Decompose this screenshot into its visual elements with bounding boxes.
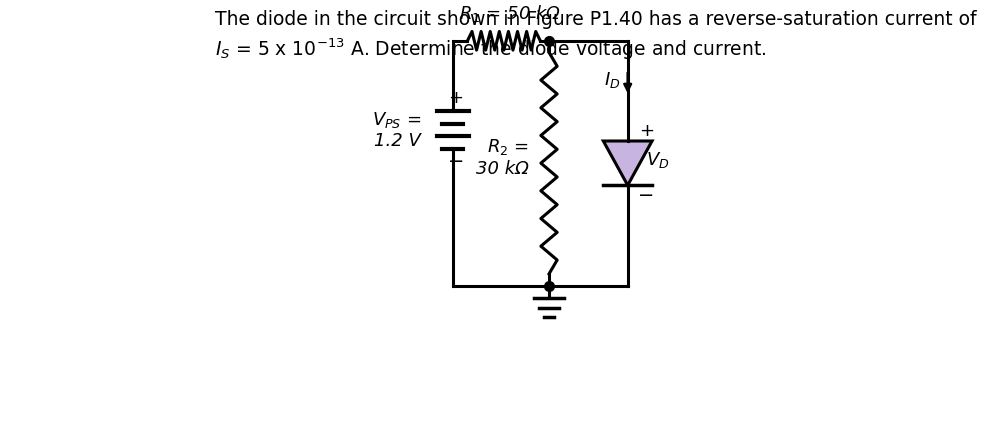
Text: $R_2$ =
30 kΩ: $R_2$ = 30 kΩ [476,137,528,178]
Text: The diode in the circuit shown in Figure P1.40 has a reverse-saturation current : The diode in the circuit shown in Figure… [215,10,977,29]
Text: $R_1$ = 50 kΩ: $R_1$ = 50 kΩ [459,3,560,24]
Text: −: − [638,186,654,205]
Text: $V_D$: $V_D$ [646,150,669,170]
Text: $I_S$ = 5 x 10$^{-13}$ A. Determine the diode voltage and current.: $I_S$ = 5 x 10$^{-13}$ A. Determine the … [215,36,767,62]
Polygon shape [603,141,652,185]
Text: −: − [448,153,464,171]
Text: +: + [638,122,653,140]
Text: $I_D$: $I_D$ [604,70,620,90]
Text: $V_{PS}$ =
1.2 V: $V_{PS}$ = 1.2 V [372,110,421,150]
Text: +: + [449,89,464,107]
